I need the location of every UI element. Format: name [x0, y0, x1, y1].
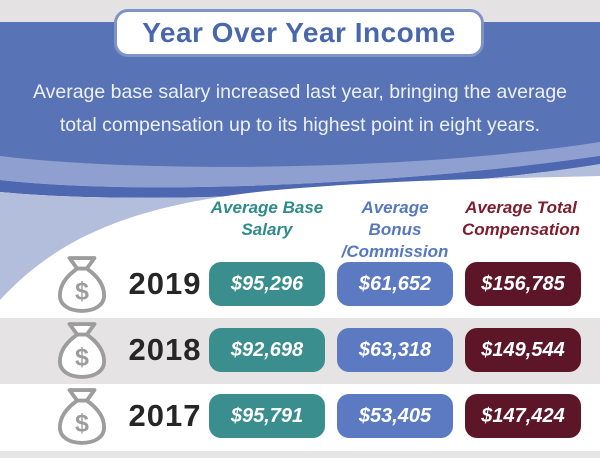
- subtitle-line-2: total compensation up to its highest poi…: [59, 114, 541, 136]
- money-bag-icon: $: [57, 388, 107, 445]
- table-row-2019: $ 2019 $95,296 $61,652 $156,785: [0, 252, 600, 318]
- svg-text:$: $: [75, 409, 89, 437]
- table-row-2018: $ 2018 $92,698 $63,318 $149,544: [0, 318, 600, 384]
- svg-text:$: $: [75, 277, 89, 305]
- total-compensation-value: $147,424: [465, 394, 581, 438]
- page-title: Year Over Year Income: [142, 17, 456, 48]
- money-bag-icon: $: [57, 322, 107, 379]
- base-salary-value: $95,296: [209, 262, 325, 306]
- bonus-commission-value: $53,405: [337, 394, 453, 438]
- total-compensation-value: $156,785: [465, 262, 581, 306]
- year-label: 2017: [128, 398, 202, 433]
- column-header-base-salary: Average Base Salary: [200, 197, 334, 241]
- column-header-line: Average Total: [465, 198, 577, 217]
- column-header-line: Average Bonus: [361, 198, 429, 239]
- column-header-total-compensation: Average Total Compensation: [456, 197, 586, 241]
- year-label: 2018: [128, 332, 202, 367]
- bonus-commission-value: $63,318: [337, 328, 453, 372]
- bottom-margin-strip: [0, 451, 600, 458]
- svg-text:$: $: [75, 343, 89, 371]
- table-row-2017: $ 2017 $95,791 $53,405 $147,424: [0, 384, 600, 450]
- bonus-commission-value: $61,652: [337, 262, 453, 306]
- base-salary-value: $92,698: [209, 328, 325, 372]
- base-salary-value: $95,791: [209, 394, 325, 438]
- money-bag-icon: $: [57, 256, 107, 313]
- column-header-line: /Commission: [341, 242, 449, 261]
- subtitle: Average base salary increased last year,…: [0, 76, 600, 142]
- total-compensation-value: $149,544: [465, 328, 581, 372]
- column-header-line: Salary: [241, 220, 293, 239]
- column-header-line: Average Base: [210, 198, 324, 217]
- year-label: 2019: [128, 266, 202, 301]
- column-header-line: Compensation: [461, 220, 581, 239]
- subtitle-line-1: Average base salary increased last year,…: [32, 81, 568, 103]
- title-box: Year Over Year Income: [114, 9, 484, 57]
- data-rows: $ 2019 $95,296 $61,652 $156,785 $ 2018 $…: [0, 252, 600, 450]
- column-header-bonus-commission: Average Bonus /Commission: [333, 197, 457, 263]
